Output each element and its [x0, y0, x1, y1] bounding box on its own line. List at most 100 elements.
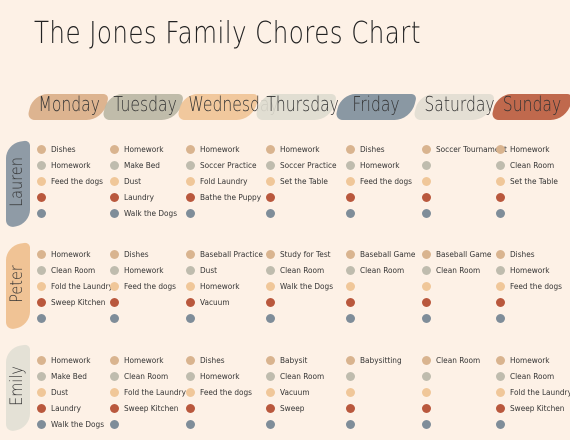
chore-cell: Homework Soccer Practice Set the Table [266, 141, 346, 221]
day-label: Wednesday [188, 92, 279, 116]
bullet-dot [37, 265, 46, 275]
chore-text: Homework [510, 355, 550, 365]
chore-item: Walk the Dogs [37, 416, 117, 432]
chore-item: Study for Test [266, 246, 346, 262]
chore-item: Babysit [266, 352, 346, 368]
bullet-dot [266, 249, 275, 259]
chore-cell: Dishes Homework Feed the dogs [110, 246, 190, 326]
bullet-dot [110, 265, 119, 275]
chore-item [422, 310, 502, 326]
chore-item [346, 278, 426, 294]
chore-text: Homework [200, 281, 240, 291]
chore-text: Dust [124, 176, 142, 186]
bullet-dot [496, 281, 505, 291]
bullet-dot [110, 144, 119, 154]
chore-item: Dust [37, 384, 117, 400]
chore-text: Clean Room [360, 265, 405, 275]
chore-item [422, 189, 502, 205]
bullet-dot [496, 355, 505, 365]
bullet-dot [37, 419, 46, 429]
chore-cell: Homework Clean Room Fold the Laundry Sweep … [110, 352, 190, 432]
day-header-sunday: Sunday [490, 88, 570, 124]
bullet-dot [266, 419, 275, 429]
day-header-friday: Friday [334, 88, 418, 124]
bullet-dot [186, 192, 195, 202]
chore-item: Baseball Game [346, 246, 426, 262]
bullet-dot [422, 176, 431, 186]
chore-item: Feed the dogs [37, 173, 117, 189]
chore-text: Walk the Dogs [280, 281, 334, 291]
chore-text: Baseball Practice [200, 249, 263, 259]
chore-text: Soccer Practice [200, 160, 257, 170]
chore-text: Homework [200, 144, 240, 154]
bullet-dot [37, 281, 46, 291]
chore-item [37, 189, 117, 205]
chore-cell: Baseball Practice Dust Homework Vacuum [186, 246, 266, 326]
bullet-dot [37, 387, 46, 397]
chore-item [266, 205, 346, 221]
chore-text: Clean Room [51, 265, 96, 275]
day-header-saturday: Saturday [412, 88, 496, 124]
chore-item [422, 368, 502, 384]
chore-text: Laundry [51, 403, 82, 413]
chore-text: Soccer Practice [280, 160, 337, 170]
day-header-wednesday: Wednesday [176, 88, 279, 124]
day-header-tuesday: Tuesday [101, 88, 185, 124]
person-name: Lauren [7, 157, 27, 207]
chore-cell: Babysit Clean Room Vacuum Sweep [266, 352, 346, 432]
chore-item: Clean Room [266, 368, 346, 384]
bullet-dot [186, 355, 195, 365]
chore-item: Fold the Laundry [110, 384, 190, 400]
bullet-dot [346, 281, 355, 291]
bullet-dot [496, 419, 505, 429]
bullet-dot [422, 297, 431, 307]
chore-item [37, 205, 117, 221]
bullet-dot [422, 403, 431, 413]
bullet-dot [422, 160, 431, 170]
bullet-dot [422, 387, 431, 397]
chore-item [346, 294, 426, 310]
chore-item [422, 278, 502, 294]
bullet-dot [422, 371, 431, 381]
chore-item [266, 310, 346, 326]
chore-item: Soccer Practice [266, 157, 346, 173]
person-lauren: Lauren [2, 139, 32, 232]
chore-text: Study for Test [280, 249, 331, 259]
bullet-dot [496, 249, 505, 259]
chore-item: Vacuum [266, 384, 346, 400]
chore-item: Dishes [346, 141, 426, 157]
bullet-dot [422, 208, 431, 218]
bullet-dot [266, 371, 275, 381]
chore-item [266, 294, 346, 310]
chore-text: Clean Room [510, 371, 555, 381]
chore-cell: Dishes Homework Feed the dogs [37, 141, 117, 221]
bullet-dot [110, 176, 119, 186]
bullet-dot [37, 403, 46, 413]
bullet-dot [110, 297, 119, 307]
chore-item [37, 310, 117, 326]
chore-text: Homework [124, 144, 164, 154]
bullet-dot [110, 281, 119, 291]
chore-item: Clean Room [496, 368, 570, 384]
chore-cell: Dishes Homework Feed the dogs [496, 246, 570, 326]
chore-item: Clean Room [266, 262, 346, 278]
bullet-dot [37, 297, 46, 307]
chore-text: Baseball Game [436, 249, 492, 259]
chore-item: Homework [110, 262, 190, 278]
chore-item [496, 416, 570, 432]
bullet-dot [186, 208, 195, 218]
chore-item [422, 384, 502, 400]
bullet-dot [496, 371, 505, 381]
bullet-dot [37, 371, 46, 381]
bullet-dot [110, 419, 119, 429]
day-label: Sunday [502, 92, 562, 116]
bullet-dot [346, 144, 355, 154]
person-name: Emily [7, 366, 27, 406]
chore-cell: Homework Clean Room Fold the Laundry Sweep … [37, 246, 117, 326]
chore-text: Clean Room [280, 371, 325, 381]
bullet-dot [110, 192, 119, 202]
chore-cell: Dishes Homework Feed the dogs [346, 141, 426, 221]
chore-item: Homework [186, 368, 266, 384]
person-peter: Peter [2, 241, 32, 334]
bullet-dot [186, 419, 195, 429]
